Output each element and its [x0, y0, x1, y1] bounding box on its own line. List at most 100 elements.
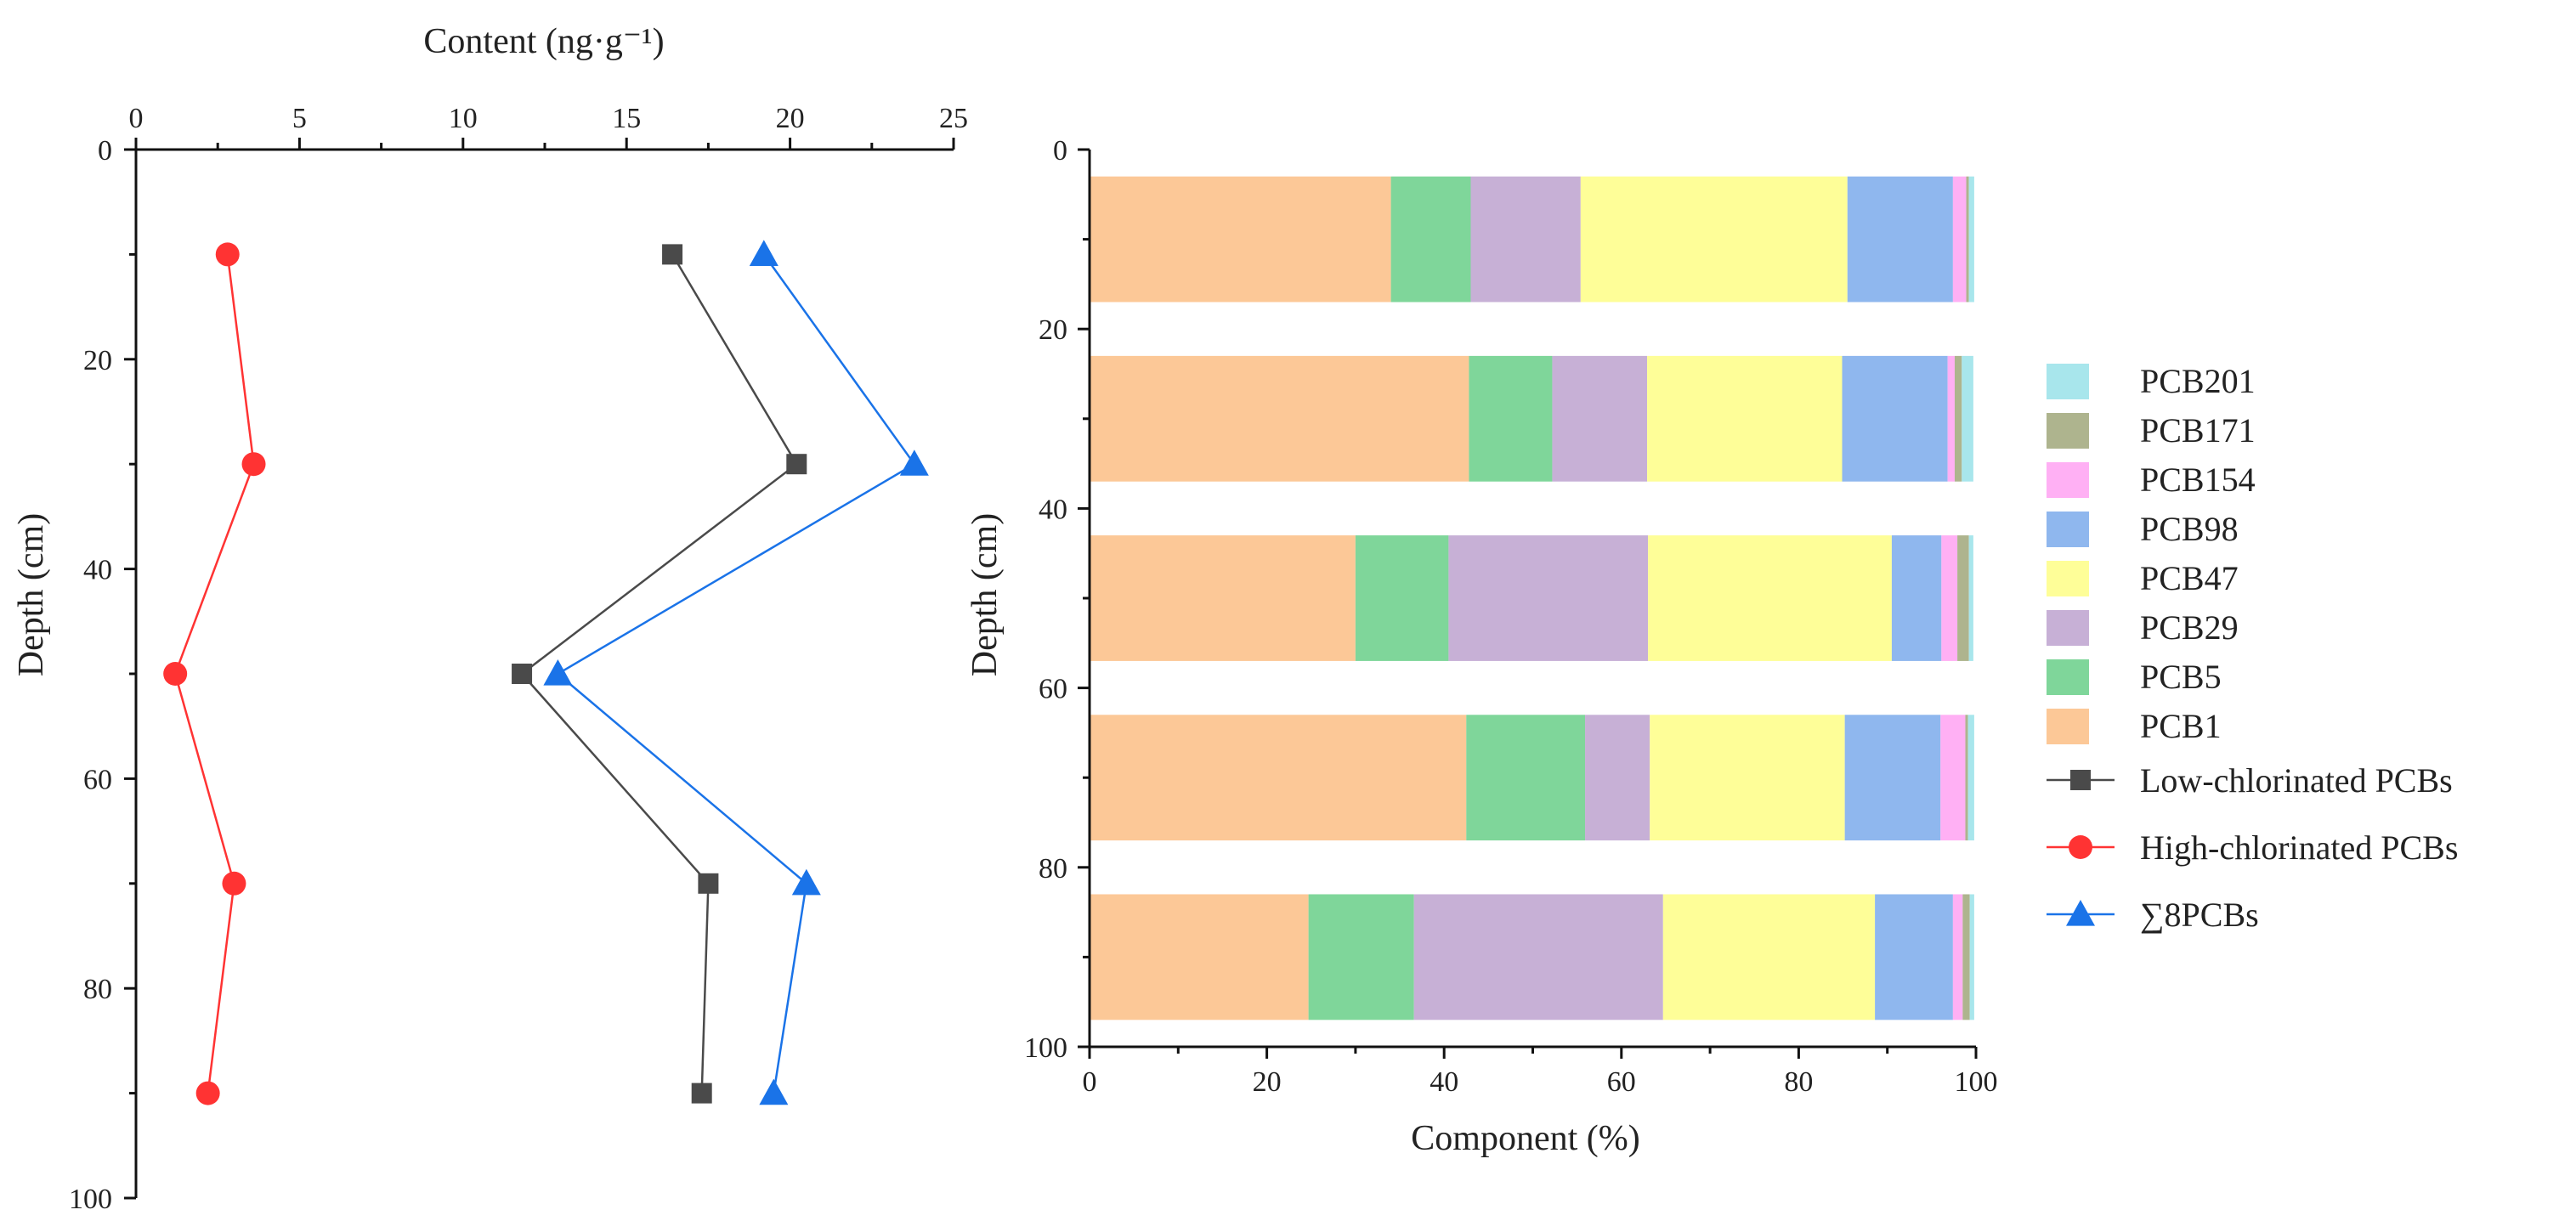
data-point — [759, 1078, 789, 1105]
bar-segment-pcb5 — [1469, 355, 1553, 482]
data-point — [791, 868, 821, 896]
right-x-tick-label: 40 — [1430, 1066, 1458, 1098]
bar-segment-pcb47 — [1662, 894, 1876, 1020]
bar-segment-pcb154 — [1940, 715, 1966, 841]
data-point — [241, 452, 266, 477]
data-point — [512, 664, 533, 684]
bar-segment-pcb47 — [1647, 355, 1843, 482]
data-point — [543, 659, 573, 686]
legend-line-label: ∑8PCBs — [2140, 896, 2259, 934]
left-x-tick-label: 10 — [449, 103, 478, 134]
left-x-tick-label: 25 — [939, 103, 968, 134]
bar-segment-pcb154 — [1941, 535, 1958, 661]
right-axes: 0 20 40 60 80 100 0 20 40 60 80 100 — [1024, 135, 1998, 1098]
legend-swatch-pcb1 — [2047, 709, 2089, 744]
data-point — [786, 454, 807, 475]
left-y-tick-label: 20 — [83, 345, 112, 376]
legend-label-pcb154: PCB154 — [2140, 461, 2256, 499]
data-point — [195, 1081, 220, 1105]
bar-segment-pcb1 — [1090, 715, 1467, 841]
bar-segment-pcb201 — [1969, 894, 1974, 1020]
right-y-tick-label: 20 — [1039, 314, 1067, 346]
bar-segment-pcb29 — [1585, 715, 1650, 841]
data-point — [662, 244, 683, 265]
bar-segment-pcb29 — [1413, 894, 1663, 1020]
legend-swatch-pcb5 — [2047, 659, 2089, 695]
data-point — [163, 662, 188, 686]
right-y-tick-label: 80 — [1039, 853, 1067, 885]
left-y-tick-label: 0 — [98, 135, 112, 167]
bar-segment-pcb47 — [1650, 715, 1845, 841]
legend-label-pcb171: PCB171 — [2140, 411, 2256, 449]
legend-label-pcb29: PCB29 — [2140, 608, 2239, 647]
right-y-tick-label: 0 — [1053, 135, 1067, 167]
bar-segment-pcb201 — [1968, 176, 1974, 302]
left-axes: 0 5 10 15 20 25 0 20 40 60 80 100 — [69, 103, 968, 1215]
data-point — [691, 1083, 712, 1104]
bar-segment-pcb98 — [1842, 355, 1948, 482]
data-point — [899, 449, 929, 476]
data-point — [698, 873, 719, 894]
legend-marker — [2070, 770, 2091, 790]
legend-swatch-pcb154 — [2047, 462, 2089, 498]
left-y-axis-title: Depth (cm) — [12, 513, 51, 676]
bar-segment-pcb171 — [1966, 176, 1969, 302]
bar-segment-pcb201 — [1968, 535, 1973, 661]
right-x-tick-label: 100 — [1955, 1066, 1998, 1098]
bar-segment-pcb5 — [1390, 176, 1471, 302]
bar-segment-pcb47 — [1580, 176, 1848, 302]
left-x-tick-label: 0 — [129, 103, 144, 134]
legend-label-pcb5: PCB5 — [2140, 658, 2222, 696]
composition-chart: 0 20 40 60 80 100 0 20 40 60 80 100 Component (%) D… — [965, 135, 1998, 1158]
bar-segment-pcb98 — [1875, 894, 1953, 1020]
right-x-tick-label: 60 — [1607, 1066, 1636, 1098]
bar-segment-pcb171 — [1965, 715, 1968, 841]
right-x-tick-label: 0 — [1083, 1066, 1097, 1098]
bar-segment-pcb98 — [1891, 535, 1942, 661]
legend-label-pcb98: PCB98 — [2140, 510, 2239, 548]
series-line-2 — [556, 253, 916, 1094]
bar-segment-pcb1 — [1090, 355, 1469, 482]
right-y-tick-label: 100 — [1024, 1032, 1067, 1064]
legend-swatch-pcb98 — [2047, 512, 2089, 547]
right-y-tick-label: 40 — [1039, 494, 1067, 525]
bar-segment-pcb1 — [1090, 535, 1356, 661]
bar-segment-pcb29 — [1448, 535, 1649, 661]
left-x-tick-label: 5 — [292, 103, 307, 134]
right-x-tick-label: 20 — [1253, 1066, 1282, 1098]
bar-segment-pcb1 — [1090, 894, 1309, 1020]
bar-segment-pcb171 — [1962, 894, 1970, 1020]
bar-segment-pcb29 — [1470, 176, 1581, 302]
legend-label-pcb201: PCB201 — [2140, 362, 2256, 400]
legend-line-label: High-chlorinated PCBs — [2140, 828, 2458, 867]
bar-segment-pcb154 — [1952, 894, 1963, 1020]
left-y-tick-label: 40 — [83, 555, 112, 586]
data-point — [749, 240, 778, 266]
legend-swatch-pcb29 — [2047, 610, 2089, 646]
left-y-tick-label: 80 — [83, 974, 112, 1005]
left-x-tick-label: 20 — [776, 103, 805, 134]
legend-label-pcb1: PCB1 — [2140, 707, 2222, 745]
left-y-tick-label: 60 — [83, 764, 112, 795]
stacked-bars — [1090, 176, 1974, 1020]
left-x-axis-title: Content (ng·g⁻¹) — [423, 22, 664, 61]
right-y-axis-title: Depth (cm) — [965, 513, 1005, 676]
bar-segment-pcb171 — [1957, 535, 1969, 661]
bar-segment-pcb5 — [1466, 715, 1586, 841]
bar-segment-pcb29 — [1552, 355, 1648, 482]
legend: PCB201 PCB171 PCB154 PCB98 PCB47 PCB29 PCB5 PCB… — [2047, 362, 2458, 934]
bar-segment-pcb171 — [1954, 355, 1962, 482]
left-x-tick-label: 15 — [612, 103, 641, 134]
bar-segment-pcb98 — [1847, 176, 1953, 302]
bar-segment-pcb201 — [1962, 355, 1973, 482]
right-y-tick-label: 60 — [1039, 674, 1067, 705]
legend-label-pcb47: PCB47 — [2140, 559, 2239, 597]
data-point — [215, 242, 240, 267]
bar-segment-pcb1 — [1090, 176, 1391, 302]
legend-marker — [2066, 900, 2095, 926]
legend-line-label: Low-chlorinated PCBs — [2140, 761, 2453, 800]
legend-swatch-pcb47 — [2047, 561, 2089, 596]
bar-segment-pcb5 — [1355, 535, 1449, 661]
